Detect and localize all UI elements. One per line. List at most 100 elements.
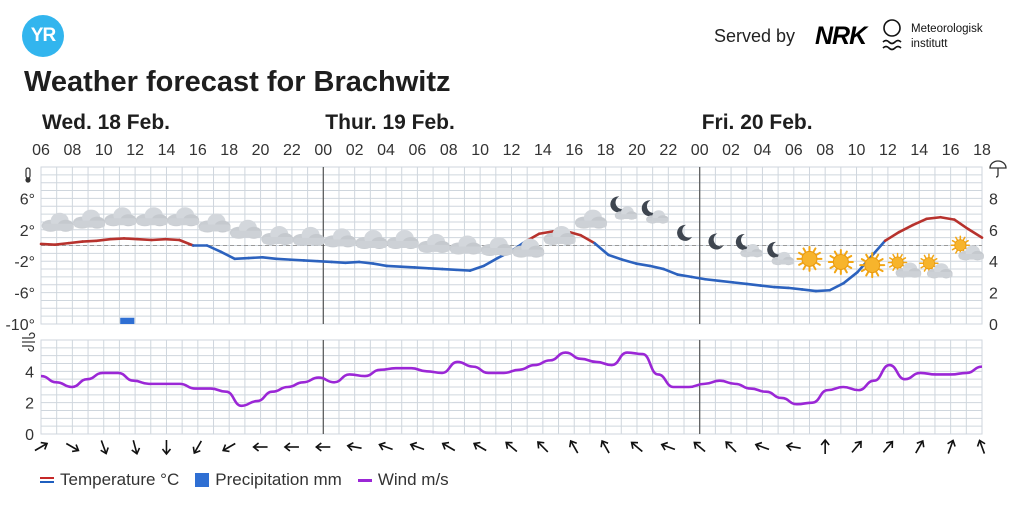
hour-labels: 06 08 10 12 14 16 18 20 22 00 02 04 06 08 10 12 14 16 18 20… <box>32 142 991 159</box>
wind-arrow-icon <box>976 439 986 454</box>
cloud-icon <box>135 207 168 227</box>
temperature-segment <box>454 268 472 272</box>
cloud-icon <box>646 210 669 224</box>
hour-label: 22 <box>659 142 677 159</box>
temperature-segment <box>939 215 956 221</box>
temperature-segment <box>316 259 333 264</box>
temperature-segment <box>247 255 264 260</box>
temperature-segment <box>95 237 112 243</box>
moon-icon <box>708 233 724 250</box>
wind-icon <box>22 332 36 352</box>
temperature-segment <box>233 256 250 261</box>
hour-label: 12 <box>126 142 144 159</box>
temperature-segment <box>261 255 278 261</box>
temperature-segment <box>385 264 403 268</box>
temperature-segment <box>800 288 818 293</box>
hour-label: 06 <box>409 142 427 159</box>
cloud-icon <box>355 229 388 249</box>
cloud-icon <box>167 207 200 227</box>
moon-part-icon <box>767 241 783 258</box>
hour-label: 14 <box>158 142 176 159</box>
precipitation-bar <box>120 317 135 324</box>
temperature-segment <box>53 241 70 247</box>
wind-arrow-icon <box>161 440 172 456</box>
wind-arrow-icon <box>505 441 518 453</box>
wind-arrow-icon <box>192 440 203 455</box>
wind-arrow-icon <box>537 441 549 453</box>
temperature-segment <box>773 285 790 290</box>
forecast-chart: Wed. 18 Feb. Thur. 19 Feb. Fri. 20 Feb. 06… <box>5 111 1007 456</box>
cloud-icon <box>73 209 106 229</box>
temperature-segment <box>786 286 804 291</box>
temperature-segment <box>690 275 707 281</box>
temperature-segment <box>703 277 721 283</box>
hour-label: 02 <box>722 142 740 159</box>
wind-arrow-icon <box>693 441 706 453</box>
precipitation-bars <box>120 317 135 324</box>
wind-tick-label: 0 <box>25 427 34 444</box>
temperature-segment <box>759 284 776 289</box>
sun-icon <box>796 245 823 272</box>
temperature-swatch <box>40 477 54 483</box>
temperature-segment <box>869 239 887 258</box>
legend: Temperature °C Precipitation mm Wind m/s <box>40 470 465 490</box>
met-name-line1: Meteorologisk <box>911 23 983 35</box>
wind-arrow-icon <box>222 442 236 453</box>
hour-label: 18 <box>973 142 991 159</box>
yr-logo[interactable]: YR <box>22 15 64 57</box>
temperature-line <box>39 215 984 293</box>
temperature-segment <box>136 237 154 242</box>
temperature-segment <box>108 237 126 241</box>
temperature-segment <box>579 233 596 245</box>
nrk-logo[interactable]: NRK <box>815 22 867 50</box>
cloud-icon <box>958 245 984 261</box>
wind-arrow-icon <box>785 442 801 452</box>
moon-part-icon <box>610 196 626 213</box>
sun-cloud-icon <box>887 252 922 278</box>
temperature-segment <box>441 267 458 272</box>
wind-line <box>40 351 983 408</box>
wind-swatch <box>357 478 372 482</box>
cloud-icon <box>895 262 922 278</box>
temperature-segment <box>745 282 762 287</box>
met-name-line2: institutt <box>911 38 948 50</box>
temperature-segment <box>676 273 693 279</box>
hour-label: 16 <box>565 142 583 159</box>
cloud-icon <box>292 226 325 246</box>
moon-cloud-icon <box>735 233 763 258</box>
precip-tick-label: 6 <box>989 223 998 240</box>
hour-label: 14 <box>910 142 928 159</box>
hour-label: 04 <box>754 142 772 159</box>
temperature-segment <box>911 217 928 227</box>
precipitation-swatch <box>195 473 210 487</box>
temperature-segment <box>607 253 624 261</box>
sun-icon <box>827 248 854 275</box>
met-institute-name[interactable]: Meteorologisk institutt <box>911 22 983 52</box>
wind-arrow-icon <box>660 441 676 451</box>
hour-label: 20 <box>252 142 270 159</box>
temperature-segment <box>164 237 181 242</box>
cloud-icon <box>261 226 294 246</box>
wind-arrow-icon <box>100 440 109 455</box>
temperature-segment <box>81 239 98 243</box>
wind-direction-arrows <box>34 438 986 456</box>
met-institute-logo-icon[interactable] <box>880 18 906 54</box>
temperature-segment <box>205 244 223 254</box>
header: YR Served by NRK Meteorologisk institutt <box>0 0 1024 70</box>
wind-arrow-icon <box>315 442 331 452</box>
day-label: Thur. 19 Feb. <box>325 111 455 134</box>
moon-cloud-icon <box>767 241 795 266</box>
wind-arrow-icon <box>252 442 268 452</box>
axis-labels: 6° 2° -2° -6° -10° 8 6 4 2 0 4 2 0 <box>5 191 998 444</box>
sun-part-icon <box>887 252 908 273</box>
cloud-icon <box>771 251 795 266</box>
sun-icon <box>859 252 886 279</box>
temperature-segment <box>883 230 901 243</box>
wind-arrow-icon <box>882 440 894 453</box>
legend-wind: Wind m/s <box>357 470 449 490</box>
cloud-icon <box>449 235 482 255</box>
temperature-segment <box>413 266 430 270</box>
wind-arrow-icon <box>346 442 362 452</box>
hour-label: 16 <box>942 142 960 159</box>
hour-label: 02 <box>346 142 364 159</box>
